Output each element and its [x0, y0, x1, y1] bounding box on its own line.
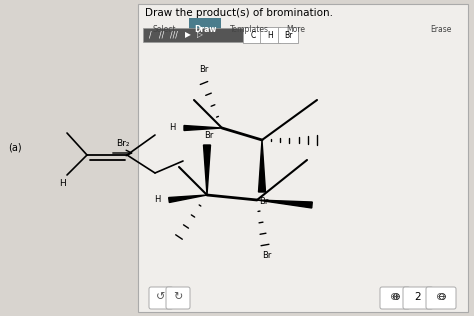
Text: ↻: ↻ — [173, 292, 182, 302]
Text: Draw: Draw — [194, 25, 216, 34]
Text: ↺: ↺ — [156, 292, 166, 302]
Polygon shape — [169, 195, 207, 203]
FancyBboxPatch shape — [138, 4, 468, 312]
Text: 2: 2 — [415, 292, 421, 302]
Text: /: / — [149, 31, 151, 40]
Text: C: C — [250, 31, 255, 40]
Text: Br: Br — [284, 31, 292, 40]
FancyBboxPatch shape — [380, 287, 410, 309]
FancyBboxPatch shape — [189, 18, 221, 33]
Polygon shape — [257, 200, 312, 208]
Text: H: H — [154, 196, 160, 204]
Text: More: More — [286, 25, 306, 34]
Text: ⊖: ⊖ — [437, 292, 446, 302]
Text: ⊕: ⊕ — [390, 292, 400, 302]
Text: Templates: Templates — [229, 25, 268, 34]
Text: ⊖: ⊖ — [436, 292, 446, 302]
FancyBboxPatch shape — [260, 27, 280, 43]
Text: H: H — [169, 124, 175, 132]
Text: ▶: ▶ — [185, 31, 191, 40]
Text: H: H — [267, 31, 273, 40]
Text: Br₂: Br₂ — [116, 139, 130, 149]
Text: Erase: Erase — [430, 25, 452, 34]
FancyBboxPatch shape — [149, 287, 173, 309]
Text: Br: Br — [204, 131, 214, 139]
Text: //: // — [159, 31, 164, 40]
Text: Br: Br — [259, 198, 269, 206]
FancyBboxPatch shape — [166, 287, 190, 309]
Text: ▷: ▷ — [197, 31, 203, 40]
Text: Select: Select — [152, 25, 176, 34]
Text: Br: Br — [262, 252, 272, 260]
FancyBboxPatch shape — [403, 287, 433, 309]
Text: ///: /// — [170, 31, 178, 40]
Text: ⊕: ⊕ — [391, 292, 400, 302]
FancyBboxPatch shape — [426, 287, 456, 309]
FancyBboxPatch shape — [243, 27, 263, 43]
FancyBboxPatch shape — [143, 28, 243, 42]
FancyBboxPatch shape — [278, 27, 298, 43]
Polygon shape — [184, 125, 222, 131]
Polygon shape — [258, 140, 265, 192]
Text: H: H — [60, 179, 66, 187]
Text: Br: Br — [199, 65, 209, 75]
Text: Draw the product(s) of bromination.: Draw the product(s) of bromination. — [145, 8, 333, 18]
Polygon shape — [203, 145, 210, 195]
Text: (a): (a) — [8, 143, 22, 153]
